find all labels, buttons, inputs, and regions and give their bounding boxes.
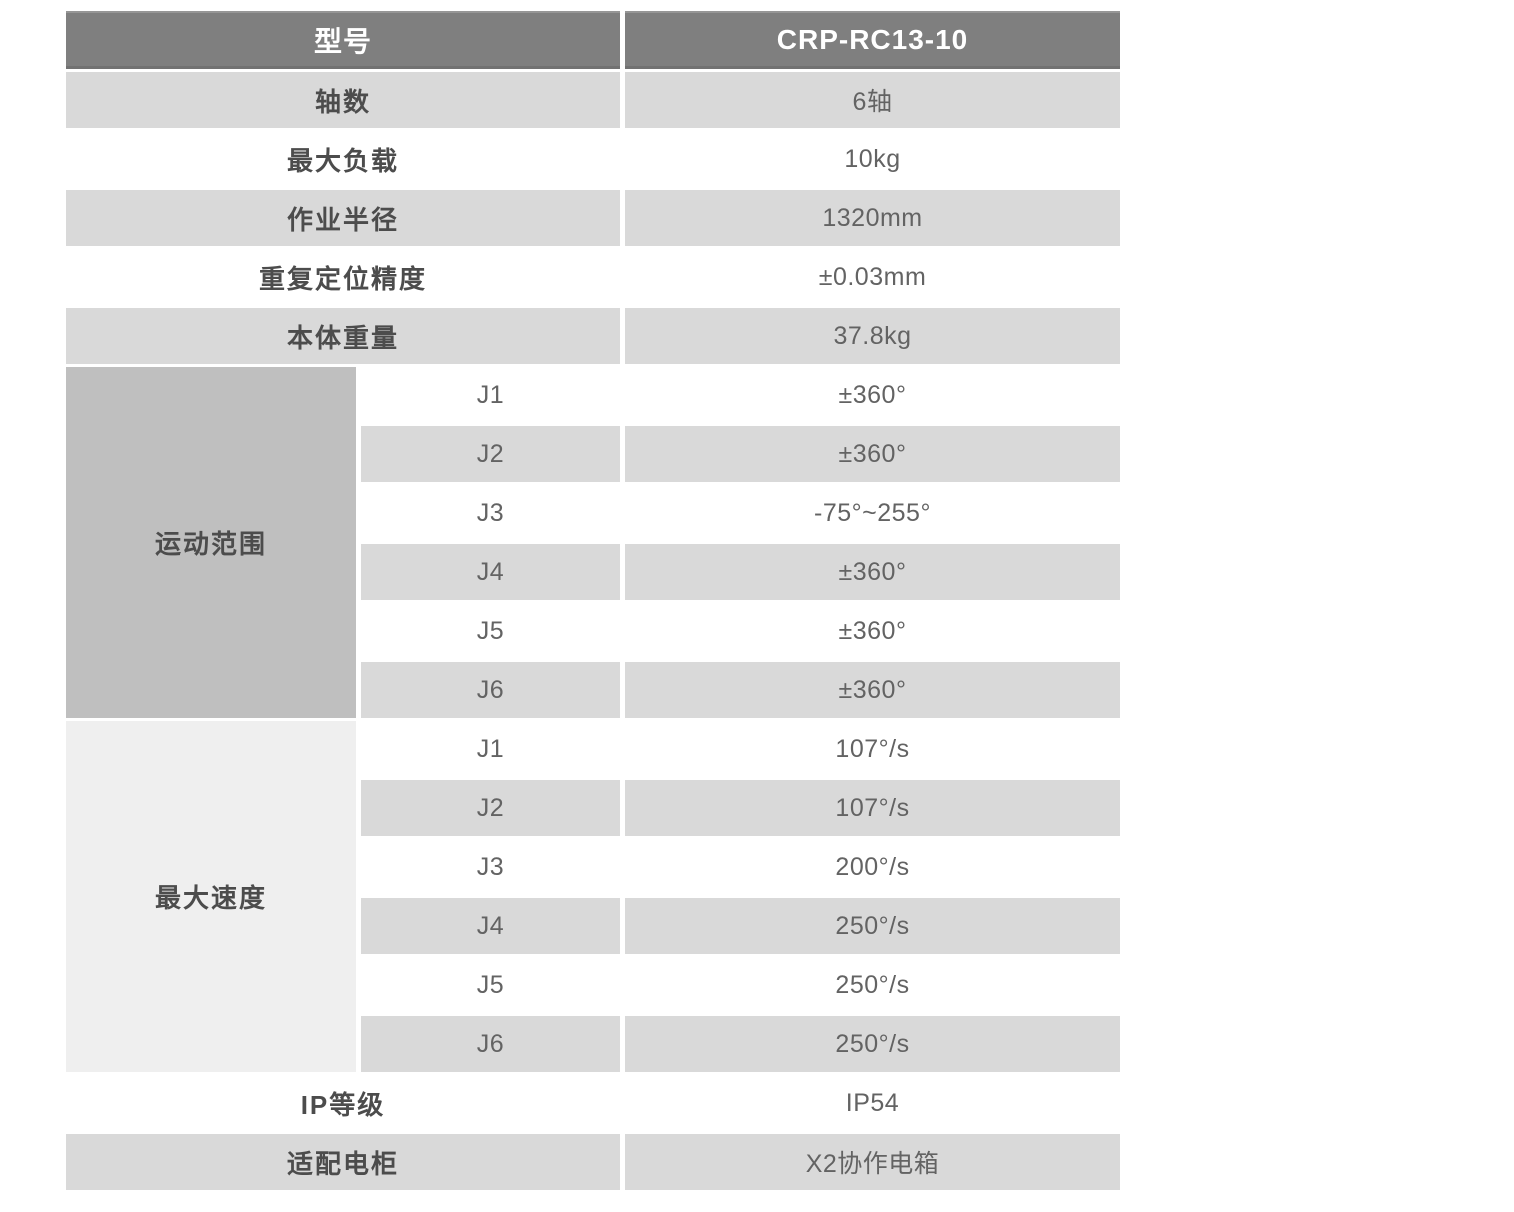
joint-label: J6 (361, 662, 620, 718)
model-header-label: 型号 (66, 11, 620, 69)
spec-row-label: 适配电柜 (66, 1134, 620, 1190)
spec-row-label: 本体重量 (66, 308, 620, 364)
motion-range-group-label: 运动范围 (66, 367, 356, 718)
joint-label: J2 (361, 780, 620, 836)
spec-row-value: 1320mm (625, 190, 1120, 246)
joint-value: 107°/s (625, 780, 1120, 836)
joint-label: J4 (361, 544, 620, 600)
spec-row-value: IP54 (625, 1075, 1120, 1131)
spec-row-value: 10kg (625, 131, 1120, 187)
robot-spec-table: 型号 CRP-RC13-10 轴数 6轴 最大负载 10kg 作业半径 1320… (66, 11, 1120, 1190)
joint-value: ±360° (625, 603, 1120, 659)
joint-value: 200°/s (625, 839, 1120, 895)
spec-row-value: 37.8kg (625, 308, 1120, 364)
spec-row-label: 轴数 (66, 72, 620, 128)
joint-label: J2 (361, 426, 620, 482)
joint-label: J4 (361, 898, 620, 954)
joint-value: -75°~255° (625, 485, 1120, 541)
joint-value: 250°/s (625, 1016, 1120, 1072)
joint-value: ±360° (625, 544, 1120, 600)
spec-row-value: X2协作电箱 (625, 1134, 1120, 1190)
joint-label: J3 (361, 485, 620, 541)
spec-row-label: IP等级 (66, 1075, 620, 1131)
joint-label: J1 (361, 721, 620, 777)
joint-value: 107°/s (625, 721, 1120, 777)
joint-label: J6 (361, 1016, 620, 1072)
joint-value: ±360° (625, 662, 1120, 718)
joint-value: ±360° (625, 367, 1120, 423)
joint-value: 250°/s (625, 957, 1120, 1013)
joint-label: J5 (361, 957, 620, 1013)
spec-row-label: 最大负载 (66, 131, 620, 187)
spec-row-label: 重复定位精度 (66, 249, 620, 305)
spec-row-value: ±0.03mm (625, 249, 1120, 305)
joint-value: ±360° (625, 426, 1120, 482)
max-speed-group-label: 最大速度 (66, 721, 356, 1072)
joint-value: 250°/s (625, 898, 1120, 954)
joint-label: J3 (361, 839, 620, 895)
spec-row-value: 6轴 (625, 72, 1120, 128)
spec-row-label: 作业半径 (66, 190, 620, 246)
joint-label: J1 (361, 367, 620, 423)
model-header-value: CRP-RC13-10 (625, 11, 1120, 69)
joint-label: J5 (361, 603, 620, 659)
